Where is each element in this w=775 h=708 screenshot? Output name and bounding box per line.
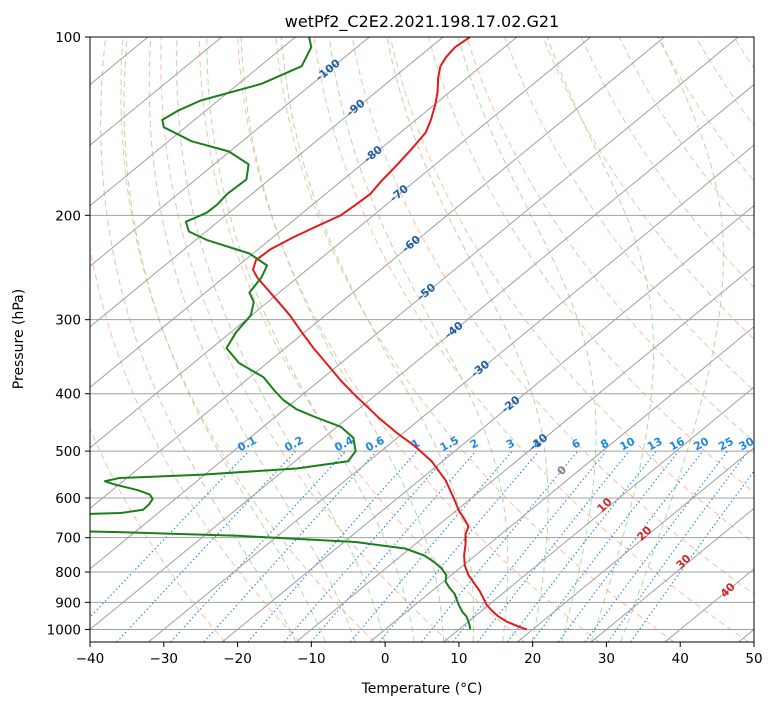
- background-lines: [90, 37, 754, 642]
- moist-adiabat: [123, 37, 326, 642]
- dry-adiabat: [90, 244, 301, 642]
- moist-adiabat: [457, 37, 597, 642]
- dry-adiabat: [160, 37, 450, 642]
- isotherm-line: [369, 326, 754, 642]
- x-axis-ticks: −40 −30 −20 −10 0 10 20 30 40 50: [76, 642, 763, 667]
- profile-lines: [90, 37, 528, 631]
- y-tick-label: 300: [55, 313, 81, 329]
- isotherm-line: [90, 37, 518, 388]
- mixing-ratio-line: [378, 450, 540, 642]
- x-tick-label: 40: [672, 651, 689, 667]
- mixing-ratio-line: [584, 450, 729, 642]
- mixing-ratio-line: [607, 450, 749, 642]
- x-axis-label: Temperature (°C): [361, 681, 483, 697]
- mixing-ratio-label: 36: [757, 435, 775, 454]
- x-tick-label: −30: [150, 651, 179, 667]
- isotherm-line: [90, 37, 296, 207]
- mixing-ratio-label: 13: [645, 435, 665, 454]
- x-tick-label: 0: [381, 651, 390, 667]
- dry-adiabat: [237, 37, 600, 642]
- isotherm-line: [517, 447, 754, 642]
- plot-area: [90, 37, 754, 642]
- moist-adiabat: [240, 37, 445, 642]
- isotherm-line: [590, 507, 754, 642]
- moist-adiabat: [176, 37, 386, 642]
- mixing-ratio-label: 25: [716, 435, 736, 454]
- mixing-ratio-label: 20: [691, 435, 711, 454]
- mixing-ratio-label: 16: [667, 435, 687, 454]
- y-tick-label: 1000: [47, 622, 81, 638]
- dry-adiabat: [351, 37, 754, 595]
- moist-adiabat: [328, 37, 509, 642]
- isotherm-line: [443, 386, 754, 642]
- y-tick-label: 900: [55, 595, 81, 611]
- y-tick-label: 600: [55, 491, 81, 507]
- x-tick-label: 50: [745, 651, 762, 667]
- dry-adiabat: [389, 37, 754, 544]
- isotherm-line: [90, 37, 739, 570]
- mixing-ratio-line: [452, 450, 607, 642]
- y-tick-label: 800: [55, 565, 81, 581]
- isotherm-line: [295, 265, 754, 642]
- mixing-ratio-label: 10: [618, 435, 638, 454]
- x-tick-label: −20: [223, 651, 252, 667]
- moist-adiabat: [206, 37, 415, 642]
- y-tick-label: 100: [55, 30, 81, 46]
- dry-adiabat: [198, 37, 525, 642]
- moist-adiabat: [100, 37, 297, 642]
- mixing-ratio-line: [247, 450, 418, 642]
- mixing-ratio-line: [421, 450, 579, 642]
- chart-title: wetPf2_C2E2.2021.198.17.02.G21: [285, 12, 559, 32]
- isotherm-line: [90, 37, 591, 449]
- x-tick-label: −40: [76, 651, 105, 667]
- isotherm-line: [148, 144, 754, 642]
- mixing-ratio-label: 30: [737, 435, 757, 454]
- mixing-ratio-line: [557, 450, 704, 642]
- moist-adiabat: [280, 37, 475, 642]
- second_profile-profile-line: [90, 37, 471, 630]
- moist-adiabat: [546, 37, 655, 642]
- mixing-ratio-line: [203, 450, 378, 642]
- moist-adiabat: [620, 37, 724, 642]
- mixing-ratio-line: [630, 470, 754, 642]
- y-tick-label: 400: [55, 387, 81, 403]
- y-tick-label: 700: [55, 531, 81, 547]
- isotherm-line: [90, 37, 665, 510]
- x-tick-label: 30: [598, 651, 615, 667]
- y-tick-label: 200: [55, 208, 81, 224]
- plot-frame: [89, 36, 755, 643]
- moist-adiabat: [148, 37, 356, 642]
- x-tick-label: 20: [524, 651, 541, 667]
- isotherm-line: [90, 83, 754, 631]
- isotherm-line: [90, 37, 444, 328]
- x-tick-label: 10: [450, 651, 467, 667]
- isotherm-line: [90, 37, 223, 146]
- x-tick-label: −10: [297, 651, 326, 667]
- dry-adiabat: [427, 37, 754, 493]
- y-axis-label: Pressure (hPa): [11, 289, 27, 389]
- temperature-profile-line: [252, 37, 528, 631]
- mixing-ratio-line: [116, 450, 297, 642]
- dry-adiabat: [466, 37, 754, 443]
- isotherm-line: [90, 37, 370, 267]
- dry-adiabat: [90, 427, 226, 642]
- y-axis-ticks: 100 200 300 400 500 600 700 800 900 1000: [47, 30, 90, 638]
- y-tick-label: 500: [55, 444, 81, 460]
- mixing-ratio-line: [170, 450, 347, 642]
- mixing-ratio-line: [477, 450, 630, 642]
- mixing-ratio-line: [531, 450, 680, 642]
- dry-adiabat: [275, 37, 675, 642]
- mixing-ratio-line: [349, 450, 513, 642]
